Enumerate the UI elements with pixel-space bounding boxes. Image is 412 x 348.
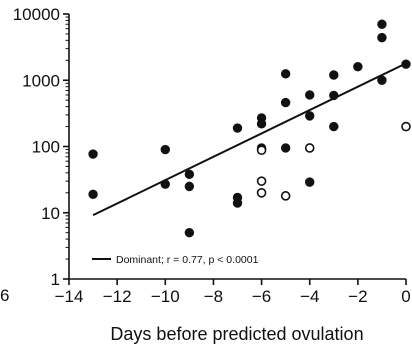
filled-point (329, 121, 339, 132)
filled-point (377, 32, 387, 43)
data-points (88, 19, 411, 238)
open-point (256, 188, 267, 198)
filled-point (280, 97, 291, 108)
legend: Dominant; r = 0.77, p < 0.0001 (92, 254, 259, 266)
x-tick-label: 0 (401, 287, 410, 306)
filled-point (88, 189, 98, 199)
plot-area (68, 14, 406, 280)
filled-point (305, 111, 315, 121)
open-point (401, 121, 411, 132)
x-tick-label: −4 (300, 287, 319, 306)
x-tick-label: −10 (151, 287, 180, 306)
x-tick-label: −8 (204, 287, 223, 306)
open-point (304, 143, 315, 153)
filled-point (401, 59, 411, 69)
y-tick-label: 1 (51, 270, 60, 289)
filled-point (184, 181, 195, 192)
open-point (256, 145, 267, 155)
y-tick-label: 100 (32, 138, 60, 157)
y-tick-label: 10 (41, 204, 60, 223)
y-axis-ticks: 1 10 100 1000 10000 (13, 5, 69, 289)
open-point (280, 191, 291, 201)
filled-point (184, 227, 195, 238)
x-tick-label: −12 (103, 287, 132, 306)
filled-point (329, 90, 339, 101)
filled-point (280, 143, 291, 153)
x-tick-label: −14 (55, 287, 84, 306)
filled-point (280, 69, 291, 79)
x-tick-label: −2 (348, 287, 367, 306)
filled-point (184, 169, 195, 180)
filled-point (305, 90, 315, 100)
x-axis-ticks: −14 −12 −10 −8 −6 −4 −2 0 (55, 279, 411, 306)
filled-point (160, 179, 170, 189)
filled-point (232, 198, 243, 208)
filled-point (329, 70, 339, 80)
y-tick-label: 1000 (22, 71, 60, 90)
x-axis-title: Days before predicted ovulation (110, 324, 363, 344)
partial-left-label: 6 (0, 286, 9, 305)
filled-point (232, 123, 243, 133)
filled-point (160, 144, 170, 155)
filled-point (305, 177, 315, 187)
filled-point (377, 19, 387, 29)
filled-point (377, 75, 387, 85)
filled-point (353, 62, 363, 72)
regression-line (92, 62, 407, 217)
open-point (256, 176, 267, 186)
legend-label: Dominant; r = 0.77, p < 0.0001 (116, 254, 259, 266)
filled-point (88, 149, 98, 159)
y-tick-label: 10000 (13, 5, 60, 24)
x-tick-label: −6 (252, 287, 271, 306)
regression-line-group (92, 62, 407, 217)
filled-point (256, 119, 267, 129)
